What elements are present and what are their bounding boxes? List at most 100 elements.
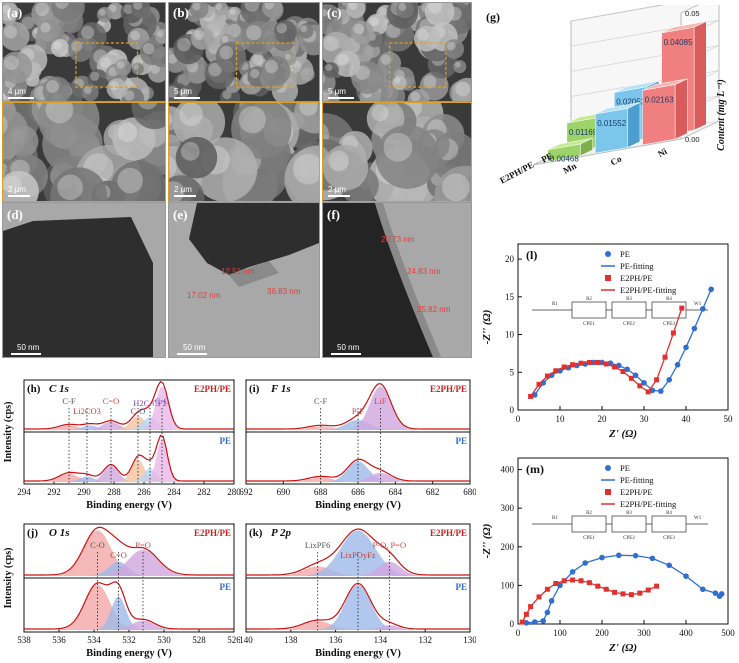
sem-particle: [284, 145, 319, 201]
plot-frame-bottom: [23, 431, 235, 485]
fitted-peak: [24, 530, 234, 576]
circuit-label: CPE1: [583, 322, 595, 327]
bar-top-face: [642, 78, 688, 91]
data-point: [683, 573, 689, 579]
panel-label: (a): [7, 5, 23, 20]
y-tick-label: 100: [501, 580, 515, 590]
fit-line: [530, 307, 683, 397]
tem-image: [169, 203, 319, 357]
data-point: [662, 354, 668, 360]
sem-particle: [444, 39, 465, 59]
circuit-label: R1: [552, 302, 558, 307]
x-tick-label: 10: [556, 414, 566, 424]
peak-label: H2C-CF2: [133, 398, 167, 408]
bar-top-face: [661, 21, 707, 34]
tem-particle: [3, 217, 153, 357]
y-axis-title: Intensity (cps): [3, 548, 14, 609]
sem-highlight: [109, 80, 119, 91]
sem-particle: [81, 84, 99, 101]
sem-highlight: [423, 75, 437, 89]
x-axis-title: Binding energy (V): [315, 500, 401, 511]
data-point: [632, 372, 639, 379]
sem-highlight: [222, 90, 232, 100]
circuit-label: R4: [666, 511, 672, 516]
scale-bar-label: 5 μm: [328, 87, 346, 96]
sem-particle: [68, 37, 93, 62]
peak-label: C-O: [90, 540, 105, 550]
panel-label: (l): [526, 248, 537, 262]
fitted-peak: [24, 473, 234, 482]
sem-highlight: [300, 25, 308, 33]
sem-particle: [50, 38, 70, 58]
micrograph-c-zoom: 2 μm: [322, 102, 472, 202]
circuit-label: R1: [552, 516, 558, 521]
sem-highlight: [133, 3, 143, 10]
scale-bar-label: 5 μm: [174, 87, 192, 96]
sem-zoom-image: [169, 103, 319, 201]
scale-bar: [8, 195, 30, 197]
sem-highlight: [285, 53, 291, 60]
data-point: [569, 569, 576, 575]
bottom-spectrum-title: PE: [219, 582, 231, 592]
x-tick-label: 20: [598, 414, 608, 424]
sem-particle: [273, 20, 297, 44]
sem-particle: [51, 3, 82, 22]
sem-particle: [3, 51, 33, 84]
sem-highlight: [455, 81, 471, 97]
legend-label: PE: [620, 463, 630, 473]
top-spectrum-title: E2PH/PE: [194, 384, 231, 394]
data-point: [666, 377, 672, 383]
fitted-peak: [24, 416, 234, 430]
sem-highlight: [99, 56, 112, 69]
x-tick-label: 680: [463, 487, 476, 497]
y-tick-label: 300: [501, 503, 515, 513]
sem-highlight: [323, 74, 326, 84]
thickness-annotation: 20.73 nm: [381, 235, 415, 244]
sem-highlight: [244, 3, 260, 12]
bar-side-face: [693, 21, 707, 131]
data-point: [523, 620, 530, 626]
panel-label: (e): [173, 207, 188, 222]
data-point: [553, 580, 559, 586]
sem-highlight: [53, 41, 62, 50]
circuit-label: R3: [626, 511, 632, 516]
sem-highlight: [276, 23, 287, 34]
data-point: [561, 364, 567, 370]
data-point: [595, 583, 601, 589]
sem-particle: [50, 167, 108, 201]
circuit-label: W1: [694, 302, 702, 307]
sem-highlight: [323, 9, 328, 17]
legend-marker: [605, 465, 611, 471]
sem-highlight: [336, 53, 349, 66]
data-point: [544, 609, 551, 616]
sem-particle: [110, 160, 165, 201]
thickness-annotation: 12.51 nm: [221, 267, 255, 276]
data-point: [628, 592, 634, 598]
data-point: [603, 361, 609, 367]
sem-highlight: [143, 43, 155, 55]
data-point: [645, 587, 651, 593]
x-tick-label: 138: [284, 635, 298, 645]
data-point: [586, 580, 592, 586]
sem-particle: [189, 3, 209, 19]
x-tick-label: 692: [240, 487, 253, 497]
x-tick-label: 30: [640, 414, 650, 424]
bottom-spectrum-title: PE: [455, 436, 467, 446]
scale-bar: [8, 97, 34, 99]
legend-label: E2PH/PE: [620, 487, 653, 497]
thickness-annotation: 25.82 nm: [417, 305, 451, 314]
grid-line: [570, 5, 699, 22]
micrograph-a-zoom: 2 μm: [2, 102, 166, 202]
sem-highlight: [446, 41, 456, 51]
y-axis-title: -Z'' (Ω): [481, 310, 493, 345]
z-tick-label: 0.05: [685, 9, 700, 18]
panel-label: (g): [486, 10, 500, 24]
sem-image: [169, 3, 319, 101]
data-point: [532, 619, 538, 625]
sem-highlight: [3, 115, 8, 135]
sem-highlight: [3, 4, 11, 14]
data-point: [670, 330, 676, 336]
peak-label: C-F: [314, 396, 328, 406]
x-axis-title: Binding energy (V): [86, 648, 172, 659]
